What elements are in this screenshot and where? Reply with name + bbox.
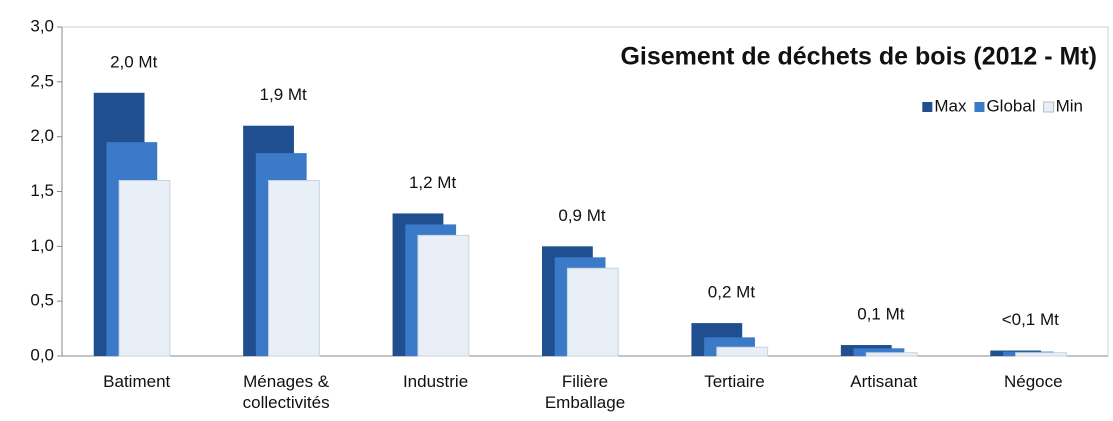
- x-tick-label: Industrie: [402, 372, 469, 391]
- y-tick-label: 1,0: [30, 236, 54, 255]
- x-tick-label: Tertiaire: [704, 372, 765, 391]
- chart-title: Gisement de déchets de bois (2012 - Mt): [620, 43, 1097, 71]
- value-label: 2,0 Mt: [110, 52, 158, 71]
- value-label: 0,9 Mt: [558, 206, 606, 225]
- x-tick-label: Artisanat: [850, 372, 918, 391]
- y-tick-label: 2,5: [30, 71, 54, 90]
- y-tick-label: 0,5: [30, 291, 54, 310]
- legend-label: Global: [986, 96, 1035, 115]
- y-tick-label: 3,0: [30, 16, 54, 35]
- legend-swatch: [922, 102, 933, 112]
- x-tick-label: Filière Emballage: [544, 372, 626, 412]
- bar: [853, 348, 905, 356]
- bar: [1015, 352, 1067, 357]
- bar: [268, 180, 320, 357]
- y-tick-label: 0,0: [30, 345, 54, 364]
- legend-label: Min: [1056, 96, 1083, 115]
- x-tick-label: Négoce: [1003, 372, 1063, 391]
- y-tick-label: 2,0: [30, 126, 54, 145]
- x-tick-label: Ménages & collectivités: [242, 372, 330, 412]
- bar: [716, 346, 769, 357]
- bar: [566, 267, 619, 357]
- bar: [865, 352, 918, 357]
- value-label: 0,1 Mt: [857, 305, 905, 324]
- bar: [417, 234, 470, 357]
- value-label: 1,2 Mt: [409, 173, 457, 192]
- bar: [118, 180, 171, 357]
- legend-label: Max: [934, 96, 967, 115]
- value-label: 0,2 Mt: [708, 283, 756, 302]
- value-label: <0,1 Mt: [1002, 310, 1059, 329]
- value-label: 1,9 Mt: [260, 85, 308, 104]
- y-tick-label: 1,5: [30, 181, 54, 200]
- legend-swatch: [1043, 101, 1055, 113]
- x-tick-label: Batiment: [103, 372, 171, 391]
- legend-swatch: [974, 102, 985, 112]
